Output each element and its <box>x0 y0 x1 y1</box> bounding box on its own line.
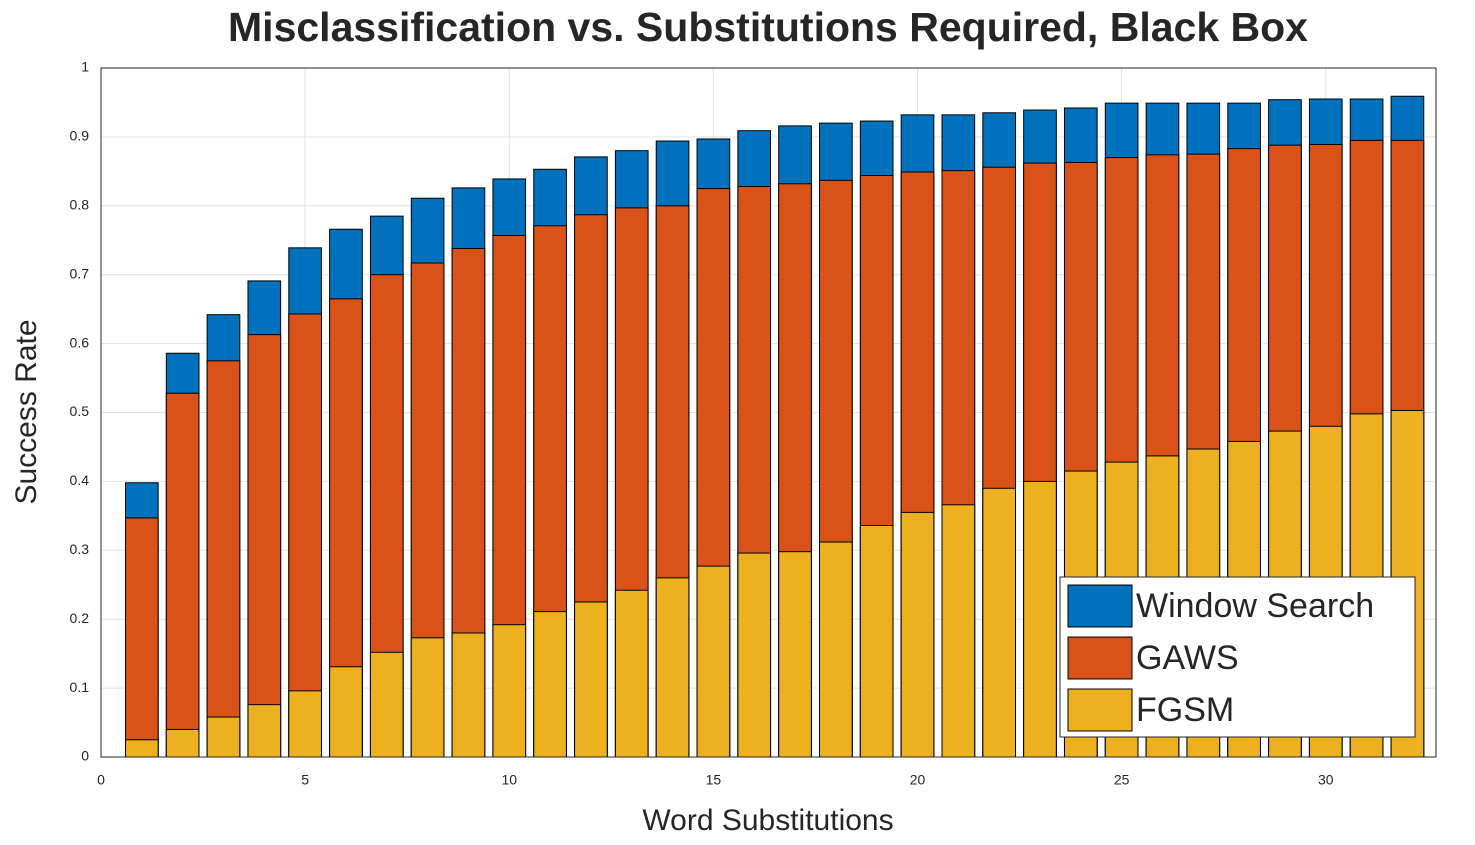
bar <box>492 624 527 758</box>
legend-swatch <box>1067 636 1133 680</box>
bar <box>206 716 241 758</box>
bar <box>737 552 772 758</box>
x-tick-label: 0 <box>97 772 105 788</box>
y-tick-label: 0.7 <box>70 265 90 281</box>
bar <box>124 517 159 758</box>
bar <box>614 589 649 758</box>
y-tick-label: 0.1 <box>70 679 90 695</box>
axes-box <box>100 67 1437 758</box>
x-tick-label: 15 <box>706 772 722 788</box>
x-tick-label: 25 <box>1114 772 1130 788</box>
bar <box>451 632 486 758</box>
y-tick-label: 0.8 <box>70 197 90 213</box>
bar <box>410 637 445 758</box>
legend-label: Window Search <box>1136 587 1374 625</box>
y-tick-label: 0.9 <box>70 128 90 144</box>
bar <box>124 739 159 758</box>
legend-label: FGSM <box>1136 691 1234 729</box>
x-tick-label: 30 <box>1318 772 1334 788</box>
bar <box>288 690 322 758</box>
y-tick-label: 0.4 <box>70 472 90 488</box>
chart-title: Misclassification vs. Substitutions Requ… <box>228 4 1308 50</box>
y-tick-label: 0 <box>81 748 89 764</box>
bar <box>165 728 200 758</box>
bar <box>819 541 853 758</box>
bar <box>247 334 282 758</box>
bar <box>941 504 976 758</box>
bar <box>165 392 200 758</box>
bar <box>288 313 322 758</box>
legend-swatch <box>1067 688 1133 732</box>
y-tick-label: 0.3 <box>70 541 90 557</box>
bar <box>859 524 894 758</box>
bar <box>778 551 812 758</box>
bar <box>900 511 935 758</box>
bar <box>1023 480 1057 758</box>
x-tick-label: 5 <box>301 772 309 788</box>
y-axis-label: Success Rate <box>10 319 43 504</box>
legend: Window Search GAWS FGSM <box>1059 576 1416 738</box>
y-tick-label: 0.5 <box>70 403 90 419</box>
bar <box>369 651 404 758</box>
bar <box>655 577 690 758</box>
legend-swatch <box>1067 584 1133 628</box>
y-tick-label: 0.2 <box>70 610 90 626</box>
bar <box>533 611 567 758</box>
bar <box>574 601 608 758</box>
x-axis-label: Word Substitutions <box>642 804 893 837</box>
bar <box>247 704 282 758</box>
x-tick-label: 10 <box>501 772 517 788</box>
y-tick-label: 1 <box>81 59 89 75</box>
bar <box>982 487 1016 758</box>
bar <box>329 666 363 758</box>
x-tick-label: 20 <box>910 772 926 788</box>
legend-label: GAWS <box>1136 639 1239 677</box>
bar <box>206 360 241 758</box>
bar <box>696 565 731 758</box>
y-tick-label: 0.6 <box>70 334 90 350</box>
